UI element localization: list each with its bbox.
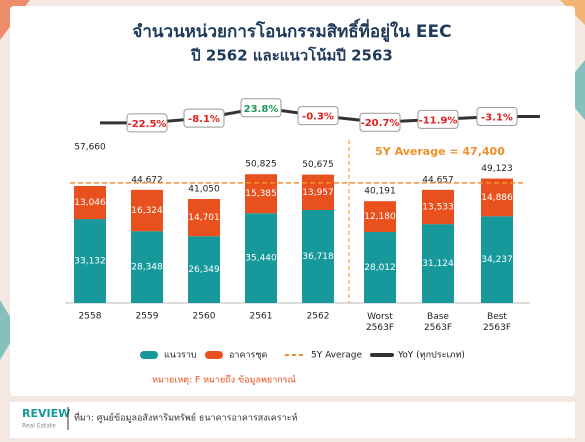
value-label: 36,718 [302,252,334,262]
average-label: 5Y Average = 47,400 [375,145,505,158]
bar-segment [302,209,334,303]
x-tick-label: 2558 [79,312,102,322]
bar-segment [481,216,513,303]
yoy-label: -8.1% [188,114,220,125]
yoy-box [183,108,225,128]
legend-label: อาคารชุด [229,351,267,361]
yoy-label: -3.1% [481,113,513,124]
value-label: 14,886 [481,193,513,203]
x-tick-line: Worst [367,312,393,322]
x-tick-label: Worst 2563F [366,312,394,333]
brand-sub: Real Estate [22,423,56,430]
bar-segment [422,189,454,225]
x-tick-label: 2561 [250,312,273,322]
x-tick-line: 2563F [424,323,452,333]
source: ที่มา: ศูนย์ข้อมูลอสังหาริมทรัพย์ ธนาคาร… [74,411,298,424]
total-label: 50,675 [302,160,334,170]
value-label: 12,180 [364,212,396,222]
legend-swatch [140,351,158,359]
bar-segment [74,186,106,220]
bar-segment [74,219,106,303]
yoy-box [240,98,282,118]
chart-title: จำนวนหน่วยการโอนกรรมสิทธิ์ที่อยู่ใน EEC [132,18,451,43]
value-label: 14,701 [188,213,220,223]
bar-segment [131,231,163,303]
bar-segment [245,213,277,303]
yoy-label: -0.3% [302,112,334,123]
yoy-label: -22.5% [128,119,167,130]
yoy-label: 23.8% [244,104,279,115]
value-label: 35,440 [245,254,277,264]
value-label: 13,957 [302,188,334,198]
yoy-box [359,112,401,132]
value-label: 13,046 [74,198,106,208]
total-label: 44,672 [131,175,163,185]
x-tick-label: 2560 [193,312,216,322]
note: หมายเหตุ: F หมายถึง ข้อมูลพยากรณ์ [152,374,296,386]
yoy-box [476,107,518,127]
chart-subtitle: ปี 2562 และแนวโน้มปี 2563 [190,46,393,65]
bar-segment [245,174,277,214]
bar-segment [422,224,454,303]
yoy-label: -20.7% [361,118,400,129]
x-tick-label: Base 2563F [424,312,452,333]
value-label: 34,237 [481,255,513,265]
decor [0,300,18,360]
value-label: 28,012 [364,263,396,273]
bar-segment [188,199,220,237]
footer [10,402,575,438]
yoy-box [297,106,339,126]
total-label: 57,660 [74,142,106,152]
x-tick-label: 2559 [136,312,159,322]
total-label: 50,825 [245,160,277,170]
value-label: 15,385 [245,189,277,199]
bar-segment [188,236,220,303]
total-label: 44,657 [422,175,454,185]
x-tick-line: 2563F [483,323,511,333]
value-label: 13,533 [422,203,454,213]
yoy-label: -11.9% [419,115,458,126]
bar-segment [364,232,396,303]
legend-swatch [205,351,223,359]
x-tick-line: Best [487,312,507,322]
total-label: 41,050 [188,185,220,195]
value-label: 31,124 [422,259,454,269]
bar-segment [364,201,396,233]
value-label: 16,324 [131,206,163,216]
x-tick-label: 2562 [307,312,330,322]
x-tick-label: Best 2563F [483,312,511,333]
brand: REVIEW [22,407,70,420]
value-label: 26,349 [188,265,220,275]
legend-label: แนวราบ [164,351,197,361]
total-label: 40,191 [364,187,396,197]
bar-segment [131,189,163,232]
total-label: 49,123 [481,164,513,174]
legend-label: 5Y Average [311,351,363,361]
x-tick-line: 2563F [366,323,394,333]
yoy-box [417,109,459,129]
x-tick-line: Base [427,312,449,322]
value-label: 33,132 [74,257,106,267]
legend-label: YoY (ทุกประเภท) [397,351,465,361]
yoy-box [126,113,168,133]
bar-segment [302,174,334,210]
value-label: 28,348 [131,263,163,273]
bar-segment [481,178,513,217]
